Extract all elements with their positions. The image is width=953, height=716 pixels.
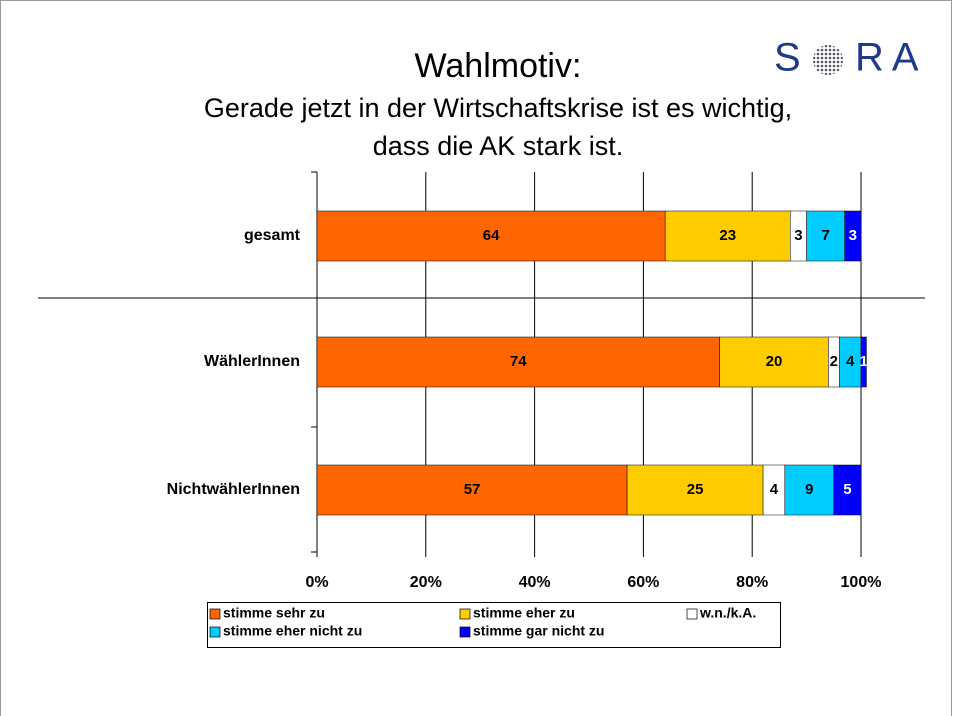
- logo: S RA: [774, 36, 927, 80]
- legend-label: w.n./k.A.: [699, 605, 756, 621]
- bar-segment: [664, 210, 791, 262]
- legend-label: stimme eher nicht zu: [223, 623, 362, 639]
- data-label: 20: [766, 353, 783, 370]
- legend-swatch: [686, 608, 698, 620]
- x-tick-label: 0%: [305, 574, 328, 591]
- bar-segment: [806, 210, 845, 262]
- chart-subtitle: dass die AK stark ist.: [373, 131, 624, 161]
- legend-swatch: [209, 608, 221, 620]
- logo-text: RA: [855, 36, 927, 80]
- legend-swatch: [459, 608, 471, 620]
- legend-label: stimme sehr zu: [223, 605, 325, 621]
- bar-segment: [316, 336, 720, 388]
- bar-segment: [833, 464, 862, 516]
- legend-label: stimme gar nicht zu: [473, 623, 604, 639]
- data-label: 5: [843, 481, 851, 498]
- data-label: 57: [464, 481, 481, 498]
- chart-title: Wahlmotiv:: [415, 47, 582, 85]
- legend-box: [207, 602, 781, 648]
- data-label: 25: [687, 481, 704, 498]
- bar-segment: [844, 210, 862, 262]
- legend-swatch: [209, 626, 221, 638]
- bar-segment: [316, 464, 628, 516]
- bar-segment: [860, 336, 867, 388]
- legend-swatch: [459, 626, 471, 638]
- bar-segment: [719, 336, 829, 388]
- data-label: 2: [830, 353, 838, 370]
- y-tick-label: WählerInnen: [204, 353, 300, 370]
- data-label: 74: [510, 353, 527, 370]
- y-tick-label: NichtwählerInnen: [167, 481, 300, 498]
- y-tick-label: gesamt: [244, 227, 301, 244]
- x-tick-label: 80%: [736, 574, 768, 591]
- x-tick-label: 60%: [627, 574, 659, 591]
- data-label: 4: [770, 481, 779, 498]
- data-label: 1: [860, 353, 868, 370]
- x-tick-label: 40%: [519, 574, 551, 591]
- data-label: 23: [719, 227, 736, 244]
- data-label: 9: [805, 481, 813, 498]
- chart-subtitle: Gerade jetzt in der Wirtschaftskrise ist…: [204, 93, 792, 123]
- data-label: 4: [846, 353, 855, 370]
- bar-segment: [316, 210, 666, 262]
- bar-segment: [784, 464, 835, 516]
- x-tick-label: 20%: [410, 574, 442, 591]
- bar-segment: [626, 464, 764, 516]
- x-tick-label: 100%: [841, 574, 882, 591]
- data-label: 3: [849, 227, 857, 244]
- logo-circle: [813, 45, 843, 75]
- data-label: 64: [483, 227, 500, 244]
- data-label: 7: [821, 227, 829, 244]
- logo-text: S: [774, 36, 801, 80]
- data-label: 3: [794, 227, 802, 244]
- legend-label: stimme eher zu: [473, 605, 575, 621]
